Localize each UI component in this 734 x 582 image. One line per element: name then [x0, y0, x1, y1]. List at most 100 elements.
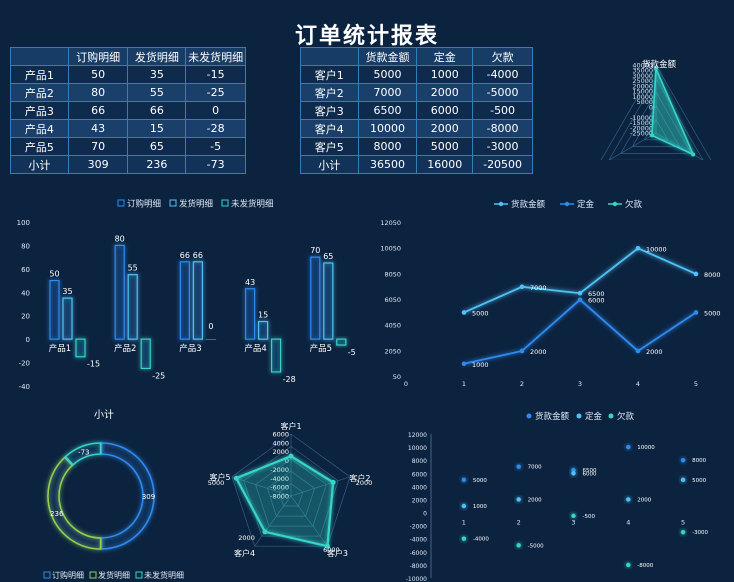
data-label: 6500 [588, 290, 605, 298]
x-tick-label: 产品1 [49, 343, 71, 354]
customer-payment-table: 货款金额 定金 欠款 客户1 5000 1000 -4000 客户2 7000 2000 -5000… [300, 47, 533, 174]
legend-label: 订购明细 [52, 570, 84, 580]
legend-swatch [135, 571, 143, 579]
legend-label: 发货明细 [179, 199, 213, 210]
data-label: 5000 [692, 478, 706, 484]
table-row: 产品1 50 35 -15 [10, 65, 246, 84]
table-row: 客户1 5000 1000 -4000 [300, 65, 533, 84]
bar [75, 338, 86, 358]
x-tick-label: 3 [578, 380, 582, 388]
table-cell: 5000 [357, 65, 418, 84]
data-label: 5000 [472, 309, 489, 317]
table-cell: -500 [472, 101, 533, 120]
radar-scale-label: 2000 [272, 448, 289, 456]
data-label: 43 [245, 278, 255, 287]
data-label: 1000 [472, 361, 489, 369]
radar-point [649, 133, 654, 138]
data-label: -5000 [528, 543, 544, 549]
bar [323, 262, 334, 340]
y-tick-label: -2000 [410, 524, 428, 531]
table-cell: 小计 [10, 155, 69, 174]
x-tick-label: 产品4 [244, 343, 266, 354]
table-cell: -5 [185, 137, 246, 156]
data-label: 8000 [692, 458, 706, 464]
table-cell: 产品2 [10, 83, 69, 102]
radar-outer-label: 5000 [208, 479, 225, 487]
radar-indicator-label: 客户5 [209, 472, 230, 482]
table-cell: 2000 [416, 83, 474, 102]
radar-scale-label: -10000 [630, 114, 653, 122]
bar [49, 279, 60, 340]
header-cell: 货款金额 [357, 47, 418, 66]
radar-axis [608, 132, 657, 160]
bar [179, 261, 190, 340]
table-cell: 5000 [416, 137, 474, 156]
table-cell: 客户4 [300, 119, 359, 138]
legend-label: 欠款 [617, 411, 635, 422]
y-tick-label: 0 [26, 336, 30, 344]
scatter-point [461, 503, 467, 509]
y-tick-label: -20 [19, 360, 30, 368]
table-cell: 36500 [357, 155, 418, 174]
x-tick-label: 1 [462, 519, 466, 527]
y-tick-label: 10000 [408, 445, 427, 452]
legend-swatch [43, 571, 51, 579]
data-label: 5000 [473, 478, 487, 484]
table-cell: 客户5 [300, 137, 359, 156]
radar-outer-label: 2000 [238, 534, 255, 542]
legend-label: 定金 [585, 411, 603, 422]
table-cell: -25 [185, 83, 246, 102]
scatter-point [571, 467, 576, 473]
radar-indicator-label: 货款金额 [642, 59, 677, 70]
table-cell: 309 [67, 155, 129, 174]
legend-swatch [89, 571, 97, 579]
scatter-point [516, 464, 521, 469]
x-tick-label: 5 [694, 380, 698, 388]
data-label: -3000 [692, 530, 708, 536]
radar-indicator-label: 客户1 [280, 421, 301, 431]
customer-radar-chart: 6000400020000-2000-4000-6000-8000客户1客户2客… [208, 421, 372, 558]
legend-marker [612, 201, 618, 207]
table-cell: 产品3 [10, 101, 69, 120]
header-cell [10, 47, 69, 66]
table-cell: -8000 [472, 119, 533, 138]
radar-scale-label: 4000 [272, 439, 289, 447]
data-point [461, 310, 467, 315]
slice-label: 309 [142, 493, 155, 501]
table-cell: 55 [127, 83, 187, 102]
data-label: 2000 [646, 348, 663, 356]
data-label: 6000 [588, 297, 605, 305]
data-point [693, 271, 699, 277]
legend-swatch [169, 199, 177, 207]
bar [127, 274, 138, 340]
radar-indicator-label: 客户4 [234, 548, 255, 558]
table-cell: 66 [127, 101, 187, 120]
data-label: 7000 [530, 284, 547, 292]
data-label: 2000 [530, 348, 547, 356]
legend-label: 发货明细 [98, 570, 130, 580]
x-tick-label: 1 [462, 380, 466, 388]
table-cell: 客户3 [300, 101, 359, 120]
data-point [635, 246, 641, 251]
y-tick-label: -4000 [410, 537, 428, 544]
data-label: 2000 [528, 497, 542, 503]
radar-point [330, 479, 336, 485]
header-cell: 欠款 [472, 47, 533, 66]
scatter-point [680, 457, 686, 463]
table-cell: 产品5 [10, 137, 69, 156]
radar-scale-label: 40000 [632, 62, 653, 70]
x-tick-label: 4 [626, 519, 630, 527]
subtotal-row: 小计 309 236 -73 [10, 155, 246, 174]
subtotal-donut-chart: 小计 309 236 -73 订购明细 发货明细 未发货明细 [43, 408, 184, 580]
data-label: 6500 [582, 468, 596, 474]
data-label: -4000 [473, 537, 489, 543]
x-tick-label: 5 [681, 519, 685, 527]
table-cell: 70 [67, 137, 129, 156]
data-label: 70 [310, 246, 320, 255]
data-label: 66 [180, 251, 190, 260]
radar-scale-label: -20000 [630, 124, 653, 132]
scatter-point [461, 477, 467, 483]
legend-label: 未发货明细 [144, 570, 184, 580]
bar [140, 338, 151, 370]
table-cell: 0 [185, 101, 246, 120]
